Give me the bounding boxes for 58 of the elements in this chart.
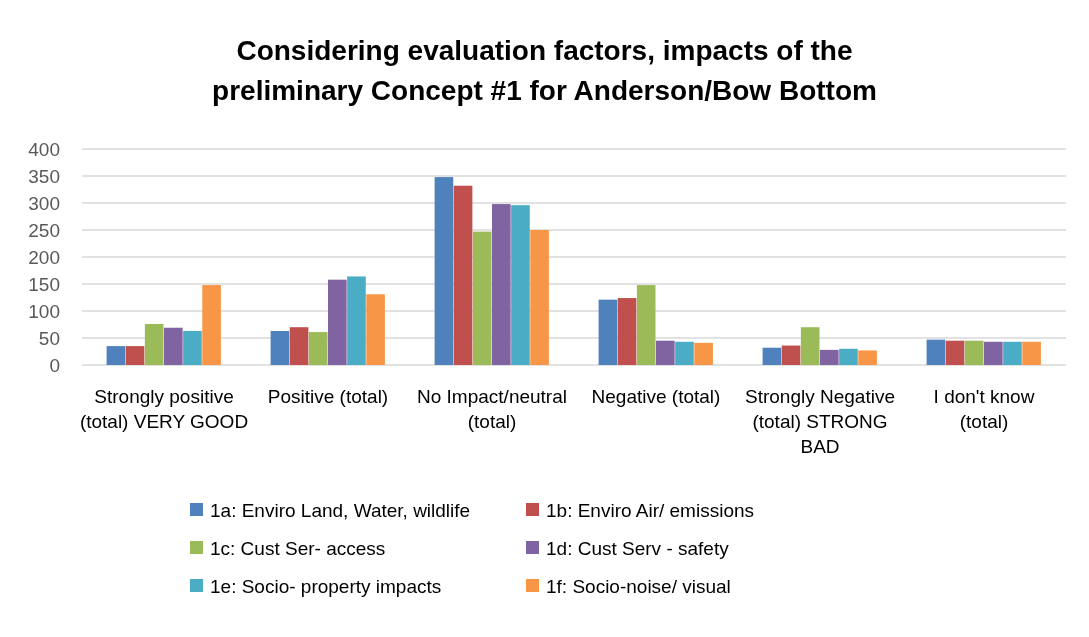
x-tick-label: No Impact/neutral (total) [417, 386, 567, 432]
bar [270, 330, 290, 365]
y-tick-label: 400 [28, 138, 60, 160]
bar [675, 341, 694, 365]
bar [694, 342, 713, 365]
bar [1022, 341, 1041, 365]
legend-label: 1d: Cust Serv - safety [546, 537, 730, 559]
bar [472, 231, 492, 365]
bar [656, 340, 675, 365]
bar [1003, 341, 1022, 365]
bar [530, 230, 549, 365]
bar [926, 339, 946, 365]
bar [800, 327, 820, 365]
bar [202, 285, 221, 365]
bar [347, 276, 366, 365]
x-tick-label: I don't know (total) [933, 386, 1035, 432]
bar [945, 340, 965, 365]
legend-label: 1f: Socio-noise/ visual [546, 575, 731, 597]
bar [106, 346, 126, 365]
bar [511, 205, 530, 365]
bar [858, 350, 877, 365]
y-tick-label: 150 [28, 273, 60, 295]
x-tick-label: Positive (total) [267, 386, 389, 407]
bar [617, 298, 637, 365]
bar [453, 185, 473, 365]
bar [164, 327, 183, 365]
bar [183, 330, 202, 365]
bar [964, 340, 984, 365]
y-tick-label: 350 [28, 165, 60, 187]
legend-label: 1e: Socio- property impacts [210, 575, 442, 597]
bar [839, 348, 858, 365]
x-tick-label: Strongly Negative (total) STRONG BAD [745, 386, 895, 457]
bar [820, 349, 839, 365]
bar [125, 346, 145, 365]
bar [328, 279, 347, 365]
legend-label: 1c: Cust Ser- access [210, 537, 386, 559]
bar [762, 347, 782, 365]
bar [984, 341, 1003, 365]
bar [598, 299, 618, 365]
y-tick-label: 50 [38, 327, 60, 349]
bar [144, 323, 164, 365]
legend-label: 1a: Enviro Land, Water, wildlife [210, 499, 471, 521]
x-tick-label: Negative (total) [591, 386, 721, 407]
y-tick-label: 250 [28, 219, 60, 241]
x-tick-label: Strongly positive (total) VERY GOOD [79, 386, 249, 432]
bar [492, 204, 511, 365]
y-tick-label: 300 [28, 192, 60, 214]
bar [781, 345, 801, 365]
bar [289, 327, 309, 365]
y-tick-label: 0 [49, 354, 60, 376]
bar [434, 177, 454, 365]
bar [308, 332, 328, 365]
bar [366, 294, 385, 365]
legend-label: 1b: Enviro Air/ emissions [546, 499, 755, 521]
chart-title: Considering evaluation factors, impacts of the preliminary Concept #1 for Anderson/Bow Bottom [212, 35, 877, 106]
y-tick-label: 100 [28, 300, 60, 322]
y-tick-label: 200 [28, 246, 60, 268]
bar [636, 285, 656, 365]
